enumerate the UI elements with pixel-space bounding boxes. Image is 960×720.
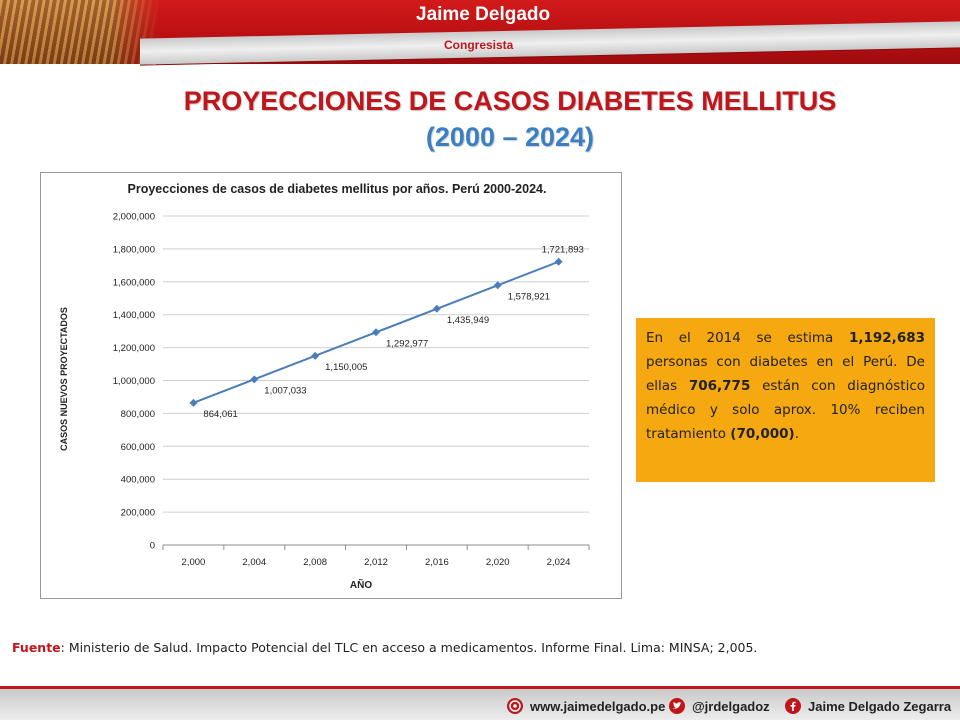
data-label: 1,292,977	[386, 338, 428, 349]
y-axis-label: CASOS NUEVOS PROYECTADOS	[59, 307, 69, 451]
x-tick-label: 2,024	[547, 557, 571, 568]
congress-photo	[0, 0, 160, 64]
twitter-handle: @jrdelgadoz	[692, 698, 770, 714]
data-label: 1,578,921	[508, 291, 550, 302]
y-tick-label: 600,000	[121, 442, 155, 453]
callout-text-4: .	[794, 426, 800, 442]
data-label: 1,721,893	[542, 245, 584, 256]
data-point-marker	[372, 328, 380, 337]
y-tick-label: 1,600,000	[113, 277, 155, 288]
y-tick-label: 2,000,000	[113, 212, 155, 223]
data-point-marker	[189, 398, 198, 407]
data-label: 1,435,949	[447, 315, 489, 326]
y-tick-label: 200,000	[121, 508, 155, 519]
data-label: 864,061	[203, 409, 237, 420]
facebook-name: Jaime Delgado Zegarra	[808, 698, 952, 714]
website-text: www.jaimedelgado.pe	[530, 698, 666, 714]
callout-estimate-value: 1,192,683	[848, 330, 925, 346]
chart-title: Proyecciones de casos de diabetes mellit…	[128, 182, 547, 196]
x-tick-label: 2,008	[303, 557, 327, 568]
y-tick-label: 400,000	[121, 475, 155, 486]
line-chart: Proyecciones de casos de diabetes mellit…	[59, 182, 590, 591]
globe-icon	[507, 698, 523, 714]
data-point-marker	[250, 375, 259, 384]
y-tick-label: 800,000	[121, 409, 155, 420]
x-tick-label: 2,020	[486, 557, 510, 568]
slide-title: PROYECCIONES DE CASOS DIABETES MELLITUS	[183, 86, 837, 116]
brand-role: Congresista	[444, 38, 514, 52]
facebook-link[interactable]: Jaime Delgado Zegarra	[784, 697, 951, 715]
chart-frame: Proyecciones de casos de diabetes mellit…	[40, 172, 622, 599]
callout-text-2: personas con diabetes en el Perú. De ell…	[646, 354, 925, 394]
data-label: 1,007,033	[264, 385, 306, 396]
slide-subtitle: (2000 – 2024)	[425, 122, 595, 152]
y-tick-label: 1,800,000	[113, 244, 155, 255]
callout-text-1: En el 2014 se estima	[646, 330, 849, 346]
source-note: Fuente: Ministerio de Salud. Impacto Pot…	[12, 640, 952, 655]
x-tick-label: 2,012	[364, 557, 388, 568]
data-point-marker	[432, 304, 441, 313]
header-banner: Jaime Delgado Congresista	[0, 0, 960, 65]
data-point-marker	[311, 351, 320, 360]
website-link[interactable]: www.jaimedelgado.pe	[506, 697, 665, 715]
x-axis-label: AÑO	[350, 578, 372, 591]
data-point-marker	[554, 257, 563, 266]
x-tick-label: 2,000	[182, 557, 206, 568]
callout-diagnosed-value: 706,775	[688, 378, 751, 394]
source-text: : Ministerio de Salud. Impacto Potencial…	[60, 640, 758, 655]
x-tick-label: 2,004	[242, 557, 266, 568]
y-tick-label: 0	[150, 541, 155, 552]
y-tick-label: 1,000,000	[113, 376, 155, 387]
twitter-link[interactable]: @jrdelgadoz	[668, 697, 770, 715]
data-label: 1,150,005	[325, 362, 367, 373]
y-tick-label: 1,400,000	[113, 310, 155, 321]
statistics-callout: En el 2014 se estima 1,192,683 personas …	[636, 318, 935, 482]
facebook-icon	[785, 698, 801, 714]
callout-treated-value: (70,000)	[730, 426, 795, 442]
callout-text-3: están con diagnóstico médico y solo apro…	[646, 378, 926, 442]
twitter-icon	[669, 698, 685, 714]
source-label: Fuente	[12, 640, 61, 655]
footer-bar: www.jaimedelgado.pe @jrdelgadoz Jaime De…	[0, 686, 960, 720]
header-stripe	[140, 21, 960, 65]
data-point-marker	[493, 281, 502, 290]
brand-name: Jaime Delgado	[416, 4, 551, 25]
x-tick-label: 2,016	[425, 557, 449, 568]
y-tick-label: 1,200,000	[113, 343, 155, 354]
